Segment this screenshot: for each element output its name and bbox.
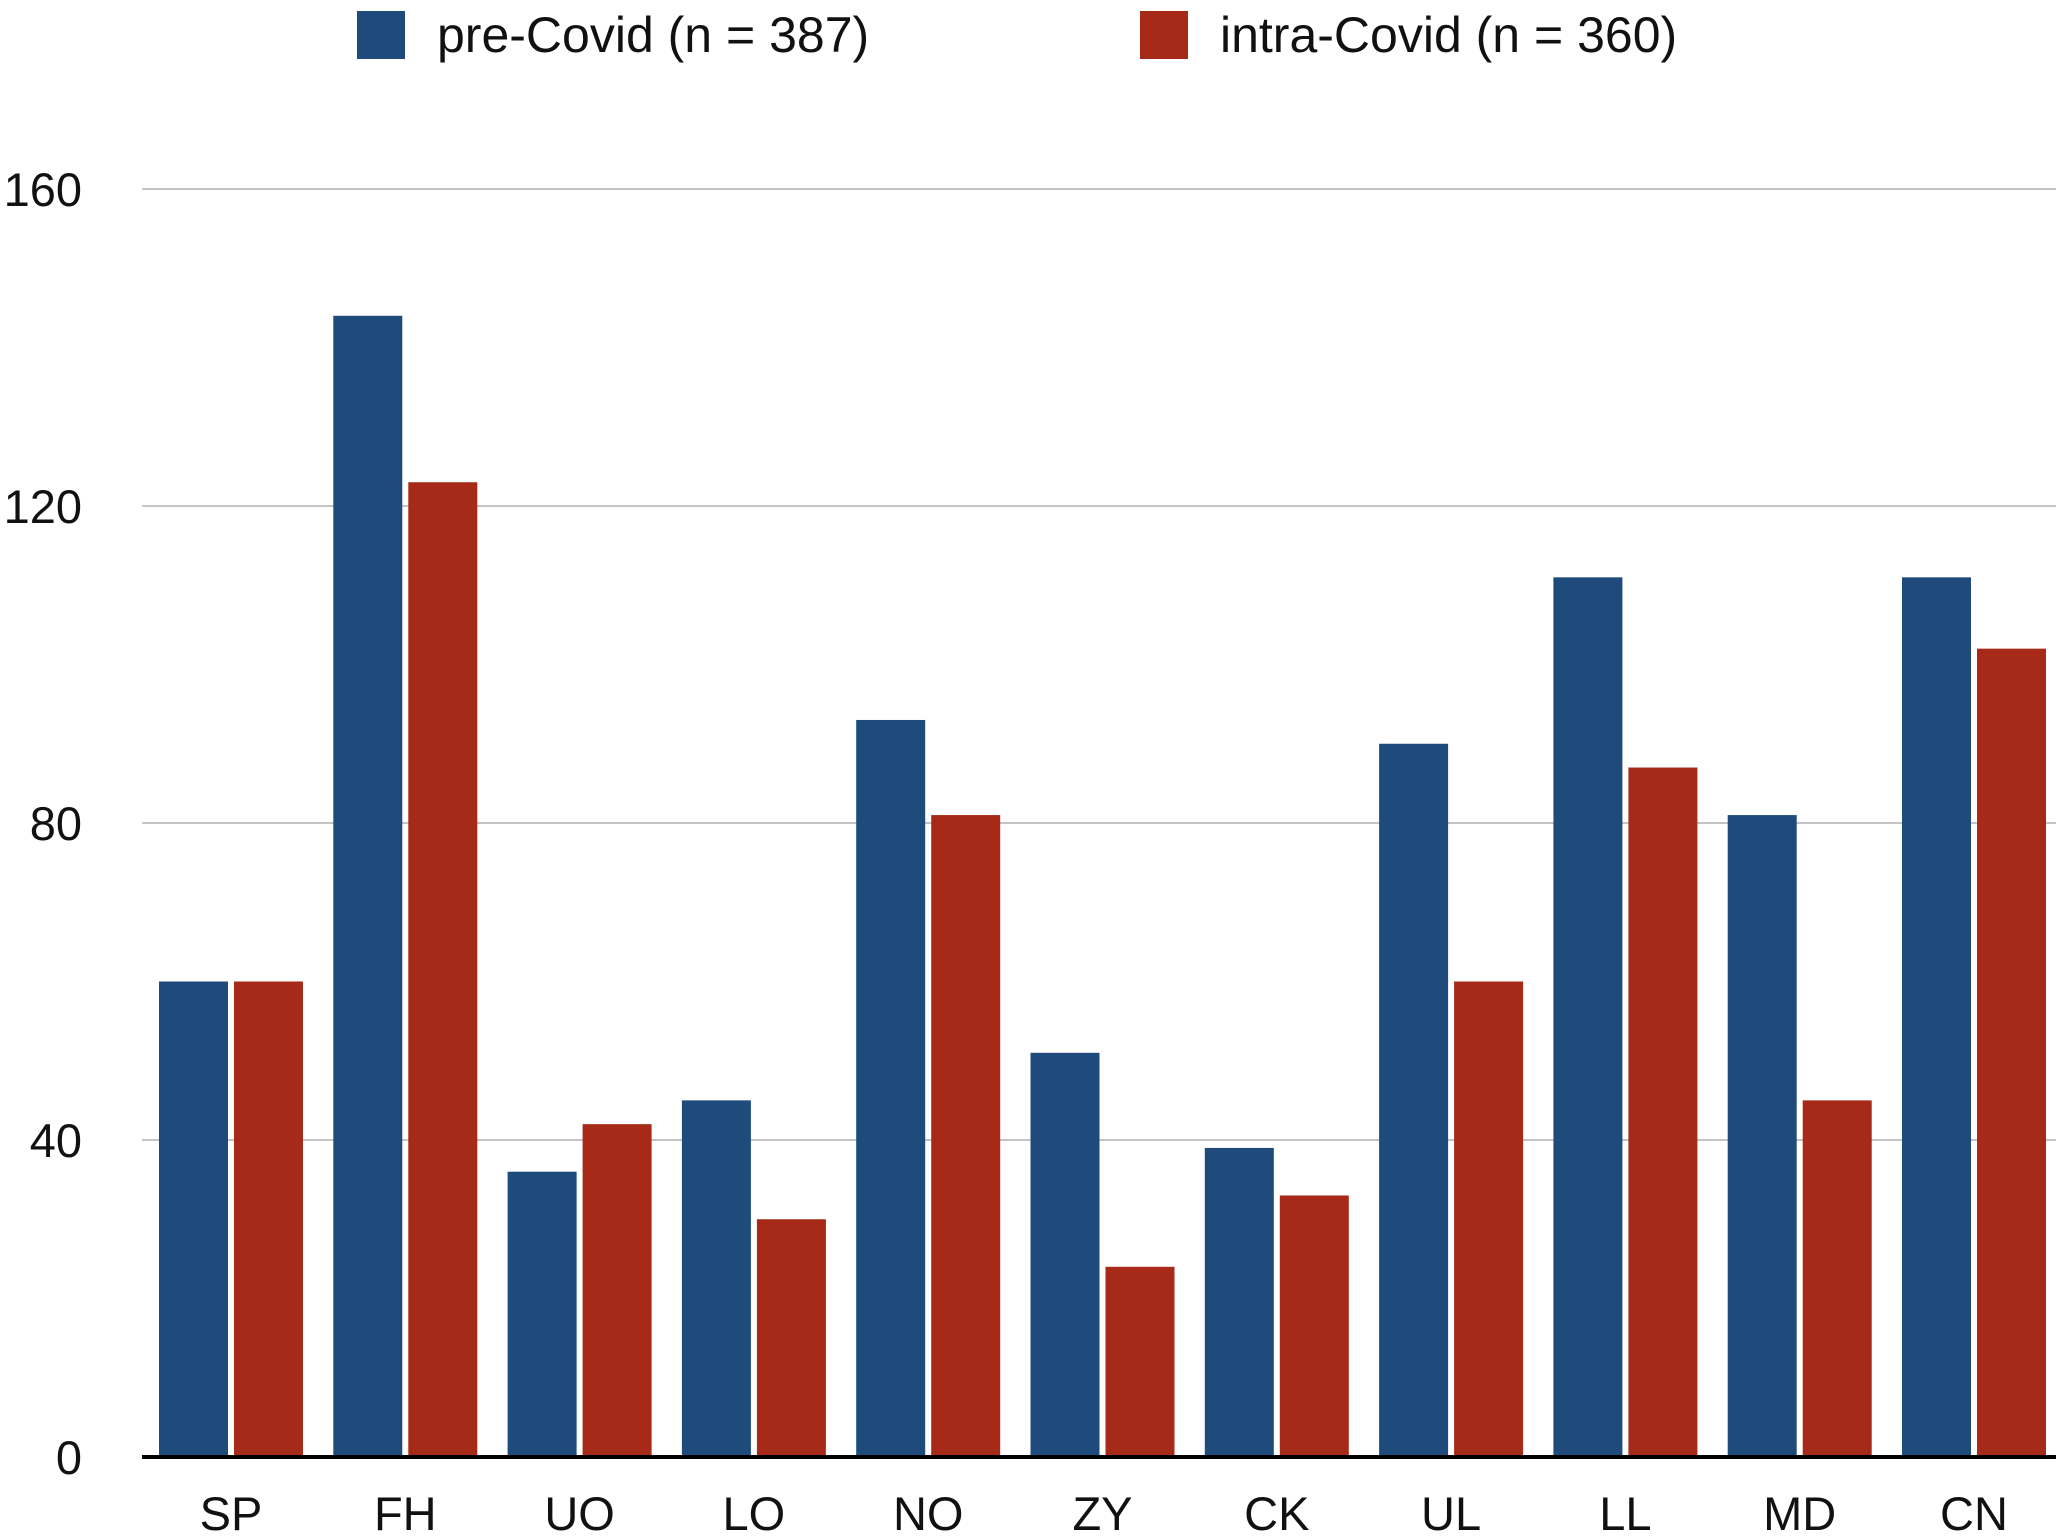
bar-intra-covid-no <box>931 815 1001 1457</box>
bar-pre-covid-fh <box>333 315 403 1457</box>
bar-intra-covid-md <box>1802 1100 1872 1457</box>
x-tick-label: FH <box>374 1487 437 1539</box>
bar-pre-covid-ck <box>1204 1147 1274 1457</box>
x-tick-label: MD <box>1763 1487 1836 1539</box>
bar-pre-covid-uo <box>507 1171 577 1457</box>
bar-pre-covid-ll <box>1553 577 1623 1457</box>
bar-intra-covid-uo <box>582 1124 652 1457</box>
bar-intra-covid-ck <box>1279 1195 1349 1457</box>
y-tick-label: 40 <box>30 1114 82 1167</box>
bar-intra-covid-sp <box>234 981 303 1457</box>
bar-intra-covid-ll <box>1628 767 1698 1457</box>
x-tick-label: UL <box>1421 1487 1481 1539</box>
x-tick-label: SP <box>200 1487 263 1539</box>
x-tick-label: CN <box>1940 1487 2008 1539</box>
bar-intra-covid-lo <box>756 1219 826 1457</box>
bar-pre-covid-md <box>1727 815 1797 1457</box>
bar-intra-covid-zy <box>1105 1266 1175 1457</box>
bar-intra-covid-cn <box>1977 648 2046 1457</box>
bar-pre-covid-sp <box>159 981 228 1457</box>
bar-pre-covid-lo <box>681 1100 751 1457</box>
axes: 0 40 80 120 160 SP FH UO LO NO ZY CK UL LL MD CN <box>4 163 2056 1539</box>
x-tick-label: ZY <box>1072 1487 1132 1539</box>
bar-intra-covid-fh <box>408 482 478 1458</box>
y-tick-label: 80 <box>30 797 82 850</box>
bar-pre-covid-ul <box>1379 743 1449 1457</box>
bar-pre-covid-zy <box>1030 1052 1100 1457</box>
bars <box>159 315 2046 1458</box>
x-tick-label: NO <box>893 1487 964 1539</box>
legend-label-pre-covid: pre-Covid (n = 387) <box>437 7 870 63</box>
bar-pre-covid-cn <box>1902 577 1971 1457</box>
y-tick-label: 0 <box>56 1431 82 1484</box>
y-tick-label: 160 <box>4 163 82 216</box>
legend-item-pre-covid: pre-Covid (n = 387) <box>357 6 869 64</box>
bar-pre-covid-no <box>856 719 926 1457</box>
x-tick-label: LL <box>1599 1487 1651 1539</box>
y-tick-label: 120 <box>4 480 82 533</box>
legend-item-intra-covid: intra-Covid (n = 360) <box>1140 6 1677 64</box>
x-tick-label: UO <box>544 1487 615 1539</box>
x-tick-label: LO <box>723 1487 786 1539</box>
legend-swatch-pre-covid <box>357 11 405 59</box>
legend-swatch-intra-covid <box>1140 11 1188 59</box>
x-tick-label: CK <box>1244 1487 1309 1539</box>
legend: pre-Covid (n = 387) intra-Covid (n = 360… <box>0 0 2056 80</box>
legend-label-intra-covid: intra-Covid (n = 360) <box>1220 7 1678 63</box>
bar-intra-covid-ul <box>1454 981 1524 1457</box>
